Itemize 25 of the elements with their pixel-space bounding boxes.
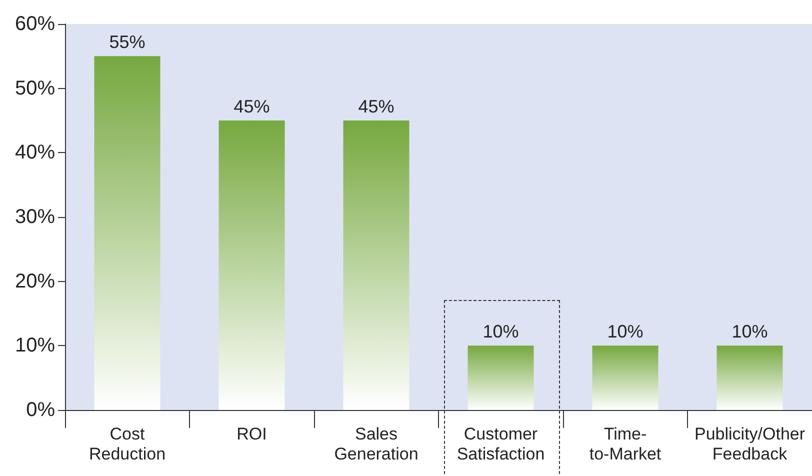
y-tick-label: 0%: [26, 399, 56, 421]
x-tick-label: Time- to-Market: [589, 424, 662, 464]
y-tick-label: 20%: [14, 270, 56, 292]
bar: [94, 56, 160, 410]
x-tick-label: Sales Generation: [334, 424, 418, 464]
x-tick-label: Cost Reduction: [88, 424, 166, 464]
y-tick-label: 30%: [14, 206, 56, 228]
x-tick-label: ROI: [236, 424, 267, 444]
bar: [592, 346, 658, 410]
bar: [468, 346, 534, 410]
y-tick-label: 10%: [14, 334, 56, 357]
data-label: 10%: [482, 322, 519, 342]
x-tick-label: Customer Satisfaction: [456, 424, 545, 464]
bar: [343, 120, 410, 410]
y-tick-label: 60%: [14, 13, 56, 35]
x-tick-label: Publicity/Other Feedback: [694, 424, 806, 464]
data-label: 10%: [732, 322, 768, 342]
data-label: 45%: [234, 96, 270, 116]
bar: [716, 346, 783, 410]
data-label: 45%: [358, 96, 394, 116]
y-tick-label: 50%: [14, 77, 56, 100]
data-label: 55%: [109, 32, 146, 52]
y-tick-label: 40%: [14, 142, 56, 164]
bar: [218, 120, 285, 410]
data-label: 10%: [607, 322, 644, 342]
